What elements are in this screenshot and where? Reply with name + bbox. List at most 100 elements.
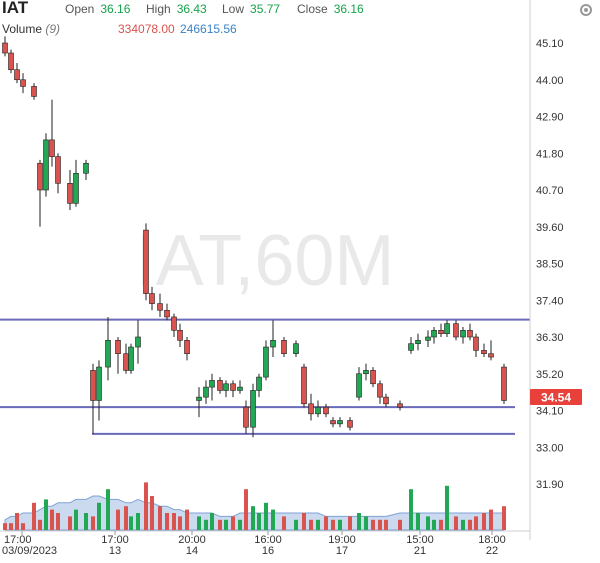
candle [453, 320, 459, 341]
candle [90, 363, 96, 434]
candle-body [308, 403, 314, 415]
volume-bar [468, 519, 472, 530]
candle-body [105, 340, 111, 368]
candle-body [256, 376, 262, 391]
volume-bar [445, 485, 449, 530]
candle [377, 380, 383, 404]
candle [73, 159, 79, 207]
volume-bar [489, 509, 493, 530]
y-tick-label: 36.30 [536, 332, 564, 344]
candle [149, 286, 155, 311]
candle-body [157, 303, 163, 311]
last-price-tag: 34.54 [530, 389, 582, 405]
candle [330, 417, 336, 428]
volume-bar [218, 519, 222, 530]
volume-bar [474, 516, 478, 530]
close-value: 36.16 [333, 2, 364, 16]
candle-body [217, 380, 223, 391]
candle [425, 330, 431, 348]
candle-body [67, 183, 73, 204]
volume-bar [158, 506, 162, 530]
candle-body [128, 346, 134, 371]
x-tick-date: 14 [186, 545, 198, 557]
candle-body [453, 323, 459, 338]
candle-body [301, 366, 307, 405]
volume-bar [44, 499, 48, 530]
close-readout: Close 36.16 [297, 2, 364, 16]
candle-body [55, 156, 61, 184]
volume-bar [21, 523, 25, 530]
volume-bar [97, 502, 101, 530]
volume-bar [409, 489, 413, 530]
y-tick-label: 37.40 [536, 295, 564, 307]
volume-bar [3, 523, 7, 530]
candle [444, 320, 450, 337]
candle [184, 337, 190, 361]
candle [250, 383, 256, 438]
candle [105, 316, 111, 381]
gear-icon[interactable] [578, 2, 594, 18]
x-tick-time: 17:00 [101, 534, 129, 546]
candle [43, 133, 49, 197]
candle-body [444, 323, 450, 334]
candle-body [164, 309, 170, 318]
volume-bar [172, 513, 176, 530]
volume-bar [50, 509, 54, 530]
candle-body [43, 139, 49, 191]
candle [460, 326, 466, 344]
candle [20, 73, 26, 94]
y-tick-label: 40.70 [536, 185, 564, 197]
candle [171, 313, 177, 337]
candle-body [230, 383, 236, 391]
candle [293, 340, 299, 358]
candle-body [488, 353, 494, 358]
x-tick-date: 22 [486, 545, 498, 557]
candle [363, 363, 369, 381]
candle [115, 337, 121, 374]
candle [347, 417, 353, 431]
candle-body [73, 172, 79, 204]
x-tick-time: 19:00 [328, 534, 356, 546]
trend-lines[interactable] [0, 318, 530, 435]
candle-body [377, 383, 383, 398]
volume-bar [68, 516, 72, 530]
candle-body [171, 316, 177, 331]
candle [217, 377, 223, 394]
candle-body [149, 293, 155, 304]
candle-body [270, 340, 276, 348]
candle-body [250, 390, 256, 428]
open-value: 36.16 [100, 2, 131, 16]
candle-body [96, 366, 102, 401]
candle-body [31, 86, 37, 97]
y-axis: 45.10 44.00 42.90 41.80 40.70 39.60 38.50 37.40… [529, 0, 564, 540]
volume-bar [454, 516, 458, 530]
volume-bar [398, 519, 402, 530]
candle [8, 49, 14, 74]
volume-bar [338, 519, 342, 530]
candle [397, 400, 403, 411]
volume-bar [384, 519, 388, 530]
candle [370, 367, 376, 388]
candle [481, 343, 487, 358]
volume-panel [3, 482, 506, 531]
volume-bar [357, 513, 361, 530]
volume-period: (9) [45, 22, 61, 36]
candle-body [323, 406, 329, 415]
y-tick-label: 42.90 [536, 112, 564, 124]
y-tick-label: 34.10 [536, 406, 564, 418]
candle [55, 153, 61, 194]
candle [177, 323, 183, 348]
candle [383, 393, 389, 408]
candlestick-series[interactable] [2, 36, 507, 438]
candle [488, 340, 494, 361]
volume-bar [150, 496, 154, 530]
low-value: 35.77 [250, 2, 281, 16]
volume-bar [210, 513, 214, 530]
high-value: 36.43 [176, 2, 207, 16]
candle-body [330, 420, 336, 425]
candle-body [243, 406, 249, 428]
candle-body [263, 346, 269, 378]
candle [308, 393, 314, 421]
